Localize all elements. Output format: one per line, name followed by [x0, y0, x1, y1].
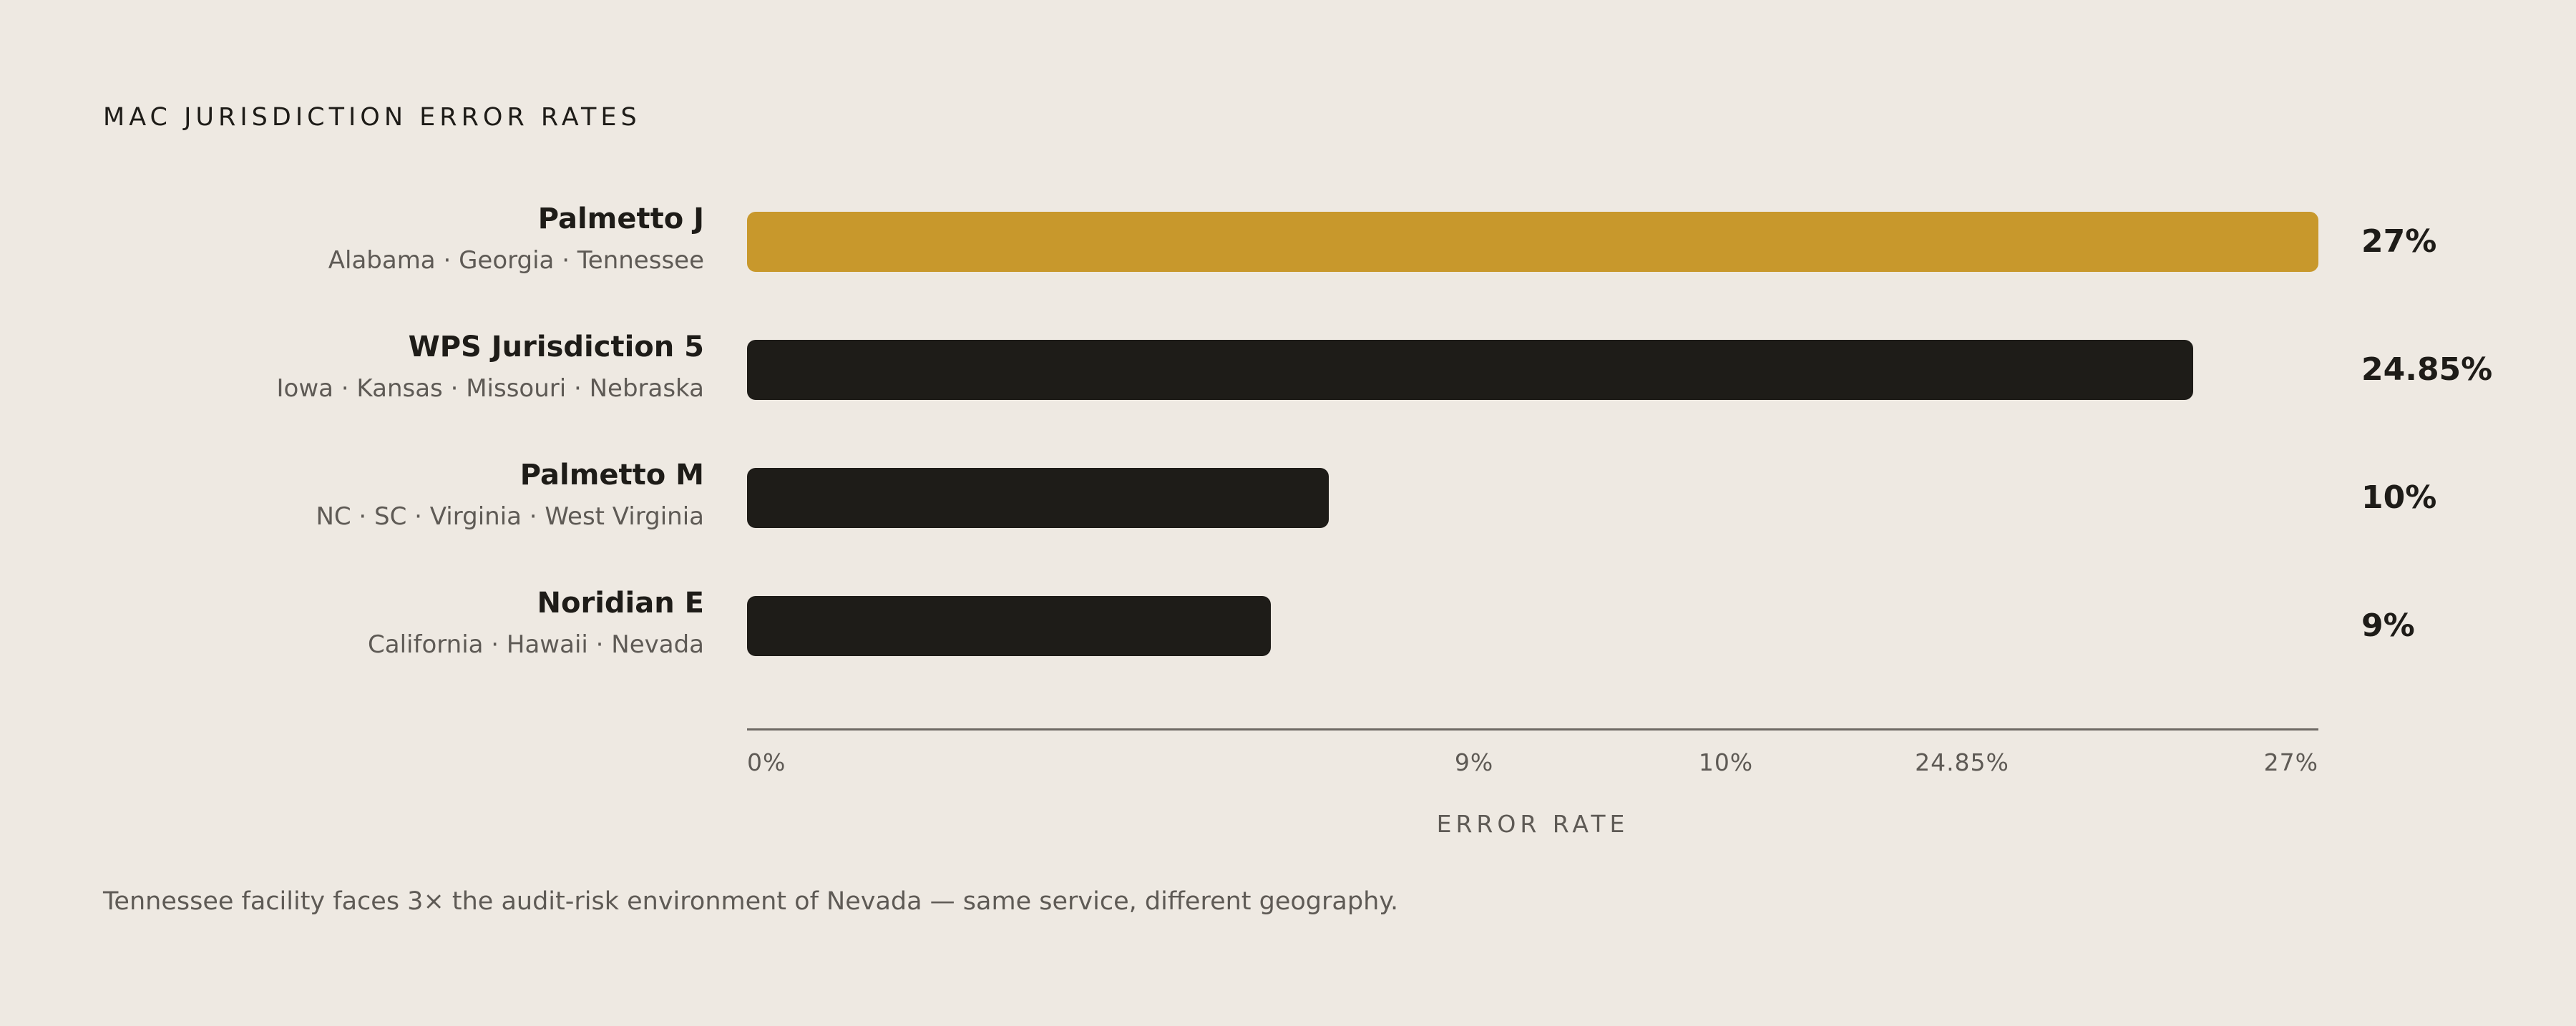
bar-2 — [747, 340, 2194, 400]
chart-title: MAC JURISDICTION ERROR RATES — [103, 103, 641, 132]
category-name: Palmetto M — [519, 459, 704, 492]
x-axis-line — [747, 728, 2318, 731]
category-name: Noridian E — [537, 587, 704, 620]
category-states: California · Hawaii · Nevada — [368, 630, 704, 659]
category-name: Palmetto J — [537, 202, 704, 235]
bar-3 — [747, 468, 1330, 528]
category-label: Noridian E California · Hawaii · Nevada — [368, 583, 704, 666]
category-name: WPS Jurisdiction 5 — [408, 331, 704, 363]
value-label: 9% — [2361, 607, 2415, 644]
category-label: Palmetto J Alabama · Georgia · Tennessee — [328, 199, 704, 282]
x-tick-label: 0% — [747, 748, 786, 776]
x-tick-label: 9% — [1454, 748, 1494, 776]
footnote: Tennessee facility faces 3× the audit-ri… — [103, 887, 1399, 916]
category-states: Alabama · Georgia · Tennessee — [328, 246, 704, 275]
bar-1 — [747, 212, 2318, 272]
category-states: Iowa · Kansas · Missouri · Nebraska — [276, 374, 704, 403]
category-label: Palmetto M NC · SC · Virginia · West Virg… — [316, 455, 704, 538]
category-label: WPS Jurisdiction 5 Iowa · Kansas · Missou… — [277, 327, 704, 410]
category-states: NC · SC · Virginia · West Virginia — [316, 502, 704, 531]
value-label: 27% — [2361, 223, 2437, 260]
value-label: 24.85% — [2361, 351, 2493, 388]
x-axis-label: ERROR RATE — [1436, 810, 1629, 838]
x-tick-label: 27% — [2263, 748, 2318, 776]
bar-4 — [747, 596, 1271, 656]
x-tick-label: 24.85% — [1915, 748, 2009, 776]
x-tick-label: 10% — [1698, 748, 1754, 776]
value-label: 10% — [2361, 479, 2437, 516]
